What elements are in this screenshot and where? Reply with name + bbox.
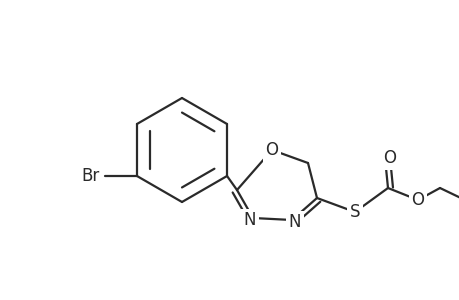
Text: S: S (349, 203, 359, 221)
Text: N: N (288, 213, 301, 231)
Text: O: O (411, 191, 424, 209)
Text: O: O (265, 141, 278, 159)
Text: O: O (383, 149, 396, 167)
Text: Br: Br (82, 167, 100, 185)
Text: N: N (243, 211, 256, 229)
